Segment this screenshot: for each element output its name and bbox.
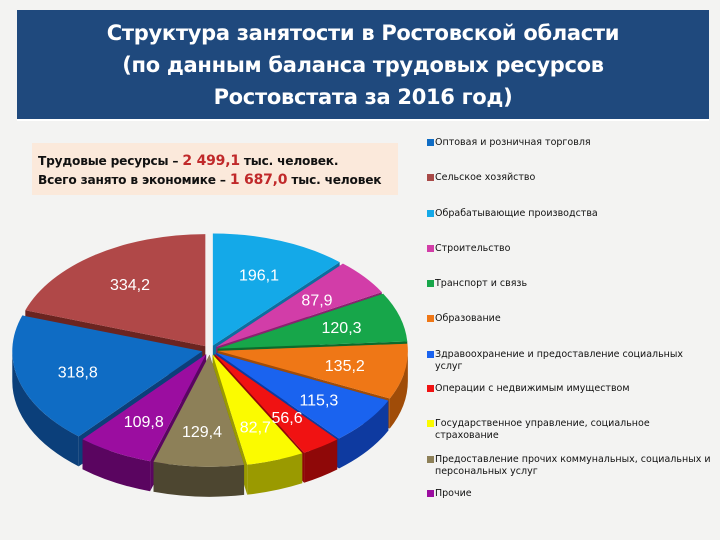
employed-label: Всего занято в экономике – [38,173,230,187]
legend-item: Прочие [427,488,712,500]
pie-data-label: 196,1 [239,267,279,284]
title-line-3: Ростовстата за 2016 год) [213,84,513,109]
pie-slice [217,293,408,349]
pie-slice [216,263,382,347]
pie-data-label: 120,3 [322,320,362,337]
title-line-1: Структура занятости в Ростовской области [106,20,620,45]
pie-data-label: 82,7 [240,419,271,436]
legend-item: Государственное управление, социальное с… [427,418,712,442]
pie-slice [216,352,389,439]
legend-label: Транспорт и связь [435,278,528,289]
pie-slice [212,233,340,346]
pie-slice [214,353,338,453]
legend-swatch-icon [427,210,434,217]
pie-slice [82,354,207,462]
pie-data-label: 109,8 [124,414,164,431]
legend-label: Операции с недвижимым имуществом [435,383,630,394]
pie-data-label: 115,3 [299,392,338,409]
legend-swatch-icon [427,280,434,287]
employed-line: Всего занято в экономике – 1 687,0 тыс. … [38,171,398,190]
legend-label: Обрабатывающие производства [435,208,598,219]
summary-box: Трудовые ресурсы – 2 499,1 тыс. человек.… [32,143,398,195]
pie-slice-side [389,350,408,429]
legend-item: Здравоохранение и предоставление социаль… [427,349,712,373]
pie-slice [217,343,408,399]
labor-resources-value: 2 499,1 [182,153,240,169]
legend-label: Прочие [435,488,472,499]
legend-item: Предоставление прочих коммунальных, соци… [427,454,712,478]
legend-label: Здравоохранение и предоставление социаль… [435,349,684,372]
legend-label: Сельское хозяйство [435,172,536,183]
pie-data-label: 129,4 [182,424,222,441]
legend-swatch-icon [427,385,434,392]
title-line-2: (по данным баланса трудовых ресурсов [122,52,604,77]
pie-chart: 196,1 87,9 120,3 135,2 115,3 56,6 82,7 129,4 109… [0,230,420,520]
legend-item: Сельское хозяйство [427,172,712,184]
legend-label: Предоставление прочих коммунальных, соци… [435,454,711,477]
legend-swatch-icon [427,245,434,252]
pie-slice-side [82,439,151,492]
legend-item: Транспорт и связь [427,278,712,290]
legend-swatch-icon [427,174,434,181]
pie-chart-svg: 196,1 87,9 120,3 135,2 115,356,682,7 129,4 109… [12,233,408,497]
pie-slice [25,234,206,347]
pie-data-label: 318,8 [58,364,98,381]
pie-slice-side [304,439,338,483]
legend-label: Оптовая и розничная торговля [435,137,591,148]
pie-slice-side [247,453,303,495]
legend-label: Строительство [435,243,511,254]
legend-item: Оптовая и розничная торговля [427,137,712,149]
labor-resources-line: Трудовые ресурсы – 2 499,1 тыс. человек. [38,152,398,171]
pie-data-label: 87,9 [301,292,332,309]
pie-data-label: 56,6 [271,410,302,427]
employed-value: 1 687,0 [229,172,288,188]
legend-swatch-icon [427,351,434,358]
pie-slice-side [12,351,79,467]
pie-slice-side [153,461,245,497]
pie-slice-side [339,400,389,469]
legend-item: Обрабатывающие производства [427,208,712,220]
pie-slice [153,354,245,467]
legend-item: Образование [427,313,712,325]
legend-swatch-icon [427,456,434,463]
employed-unit: тыс. человек [287,173,382,187]
legend-label: Государственное управление, социальное с… [435,418,650,441]
pie-data-label: 334,2 [110,277,150,294]
legend-label: Образование [435,313,501,324]
legend-item: Строительство [427,243,712,255]
legend-swatch-icon [427,420,434,427]
pie-slice [212,354,303,465]
legend-item: Операции с недвижимым имуществом [427,383,712,395]
labor-resources-unit: тыс. человек. [239,154,339,168]
legend-swatch-icon [427,490,434,497]
title-banner: Структура занятости в Ростовской области… [17,10,709,121]
legend-swatch-icon [427,139,434,146]
labor-resources-label: Трудовые ресурсы – [38,154,183,168]
legend-swatch-icon [427,315,434,322]
pie-data-label: 135,2 [325,358,365,375]
pie-slice [12,315,203,437]
